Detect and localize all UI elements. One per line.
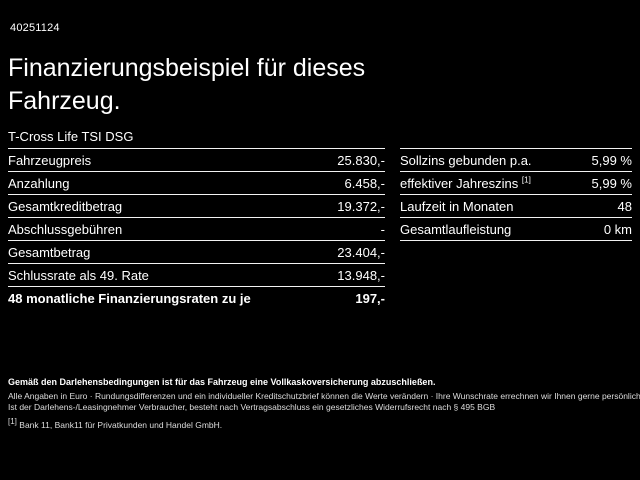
page-title-line1: Finanzierungsbeispiel für dieses	[8, 54, 366, 82]
vehicle-model: T-Cross Life TSI DSG	[8, 129, 134, 144]
page-title: Finanzierungsbeispiel für dieses Fahrzeug…	[8, 52, 365, 118]
row-label: Gesamtbetrag	[8, 244, 91, 260]
row-value: 6.458,-	[344, 175, 385, 191]
row-value: 13.948,-	[337, 267, 385, 283]
row-label-text: effektiver Jahreszins	[400, 175, 519, 191]
finance-table-right: Sollzins gebunden p.a. 5,99 % effektiver…	[400, 148, 632, 241]
row-label: Gesamtkreditbetrag	[8, 198, 123, 214]
finance-table-left: Fahrzeugpreis 25.830,- Anzahlung 6.458,-…	[8, 148, 385, 309]
row-gesamtbetrag: Gesamtbetrag 23.404,-	[8, 241, 385, 264]
vehicle-id: 40251124	[10, 22, 60, 34]
row-value: 0 km	[603, 221, 632, 237]
footer-disclaimer-line1: Alle Angaben in Euro · Rundungsdifferenz…	[8, 391, 640, 401]
row-schlussrate: Schlussrate als 49. Rate 13.948,-	[8, 264, 385, 287]
row-label: Anzahlung	[8, 175, 70, 191]
row-value: 197,-	[355, 290, 385, 306]
row-label: 48 monatliche Finanzierungsraten zu je	[8, 290, 251, 306]
row-monatsraten: 48 monatliche Finanzierungsraten zu je 1…	[8, 287, 385, 309]
footer-bank-note-text: Bank 11, Bank11 für Privatkunden und Han…	[19, 420, 223, 430]
row-value: 19.372,-	[337, 198, 385, 214]
row-value: 23.404,-	[337, 244, 385, 260]
page-title-line2: Fahrzeug.	[8, 87, 121, 115]
row-effektiver-jahreszins: effektiver Jahreszins [1] 5,99 %	[400, 172, 632, 195]
row-label: effektiver Jahreszins [1]	[400, 176, 531, 191]
row-value: 5,99 %	[591, 175, 632, 191]
row-sollzins: Sollzins gebunden p.a. 5,99 %	[400, 149, 632, 172]
row-label: Sollzins gebunden p.a.	[400, 152, 532, 168]
row-label: Fahrzeugpreis	[8, 152, 92, 168]
row-gesamtkreditbetrag: Gesamtkreditbetrag 19.372,-	[8, 195, 385, 218]
row-laufzeit: Laufzeit in Monaten 48	[400, 195, 632, 218]
row-label: Abschlussgebühren	[8, 221, 123, 237]
row-value: -	[380, 221, 385, 237]
row-value: 25.830,-	[337, 152, 385, 168]
footer-bank-note: [1] Bank 11, Bank11 für Privatkunden und…	[8, 417, 636, 430]
row-label: Laufzeit in Monaten	[400, 198, 514, 214]
footer-disclaimer-line2: Ist der Darlehens-/Leasingnehmer Verbrau…	[8, 402, 496, 412]
footnote-ref: [1]	[8, 417, 17, 427]
legal-footer: Gemäß den Darlehensbedingungen ist für d…	[8, 377, 640, 430]
row-value: 48	[617, 198, 632, 214]
row-gesamtlaufleistung: Gesamtlaufleistung 0 km	[400, 218, 632, 241]
row-value: 5,99 %	[591, 152, 632, 168]
row-anzahlung: Anzahlung 6.458,-	[8, 172, 385, 195]
footnote-marker: [1]	[521, 175, 531, 185]
footer-insurance-note: Gemäß den Darlehensbedingungen ist für d…	[8, 377, 436, 387]
row-label: Gesamtlaufleistung	[400, 221, 512, 237]
row-label: Schlussrate als 49. Rate	[8, 267, 149, 283]
row-fahrzeugpreis: Fahrzeugpreis 25.830,-	[8, 149, 385, 172]
row-abschlussgebuehren: Abschlussgebühren -	[8, 218, 385, 241]
